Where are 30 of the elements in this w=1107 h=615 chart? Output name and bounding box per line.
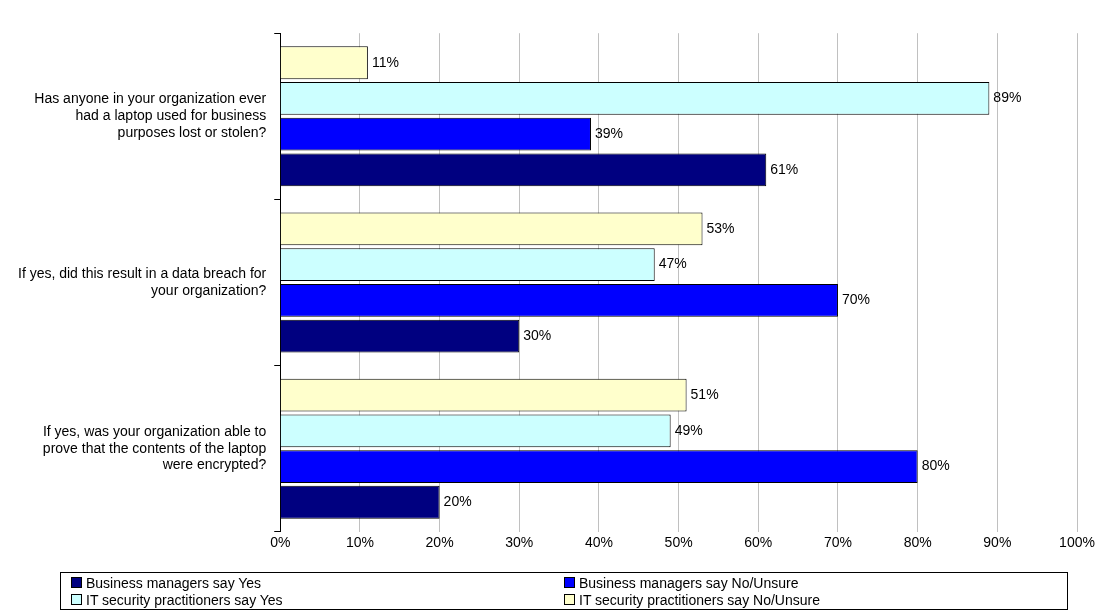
x-tick-label: 50% xyxy=(664,534,693,551)
y-tick-label: Has anyone in your organization ever had a laptop used for business purposes lost or stolen? xyxy=(34,90,267,140)
x-tick-label: 40% xyxy=(584,534,613,551)
data-label: 61% xyxy=(770,160,799,177)
data-label: 89% xyxy=(993,89,1022,106)
legend-label: IT security practitioners say Yes xyxy=(86,591,283,608)
data-label: 51% xyxy=(690,385,719,402)
x-tick-label: 10% xyxy=(345,534,374,551)
data-label: 53% xyxy=(706,219,735,236)
data-label: 49% xyxy=(674,421,703,438)
data-label: 70% xyxy=(841,291,870,308)
x-tick-label: 100% xyxy=(1059,534,1095,551)
y-tick-label: If yes, did this result in a data breach for your organization? xyxy=(17,264,267,298)
legend-label: Business managers say Yes xyxy=(86,574,262,591)
x-tick-label: 0% xyxy=(270,534,291,551)
legend-label: IT security practitioners say No/Unsure xyxy=(579,591,820,608)
x-tick-label: 90% xyxy=(983,534,1012,551)
y-tick-label: If yes, was your organization able to prove that the contents of the laptop were encrypted? xyxy=(42,422,267,473)
data-label: 39% xyxy=(594,125,624,142)
x-tick-label: 80% xyxy=(903,534,932,551)
data-label: 20% xyxy=(443,493,472,510)
data-label: 80% xyxy=(921,457,950,474)
data-label: 47% xyxy=(658,255,687,272)
x-tick-label: 30% xyxy=(505,534,534,551)
data-label: 30% xyxy=(523,326,552,343)
x-tick-label: 70% xyxy=(823,534,852,551)
x-tick-label: 60% xyxy=(744,534,773,551)
data-label: 11% xyxy=(371,53,399,70)
legend-label: Business managers say No/Unsure xyxy=(579,574,799,591)
x-tick-label: 20% xyxy=(425,534,454,551)
